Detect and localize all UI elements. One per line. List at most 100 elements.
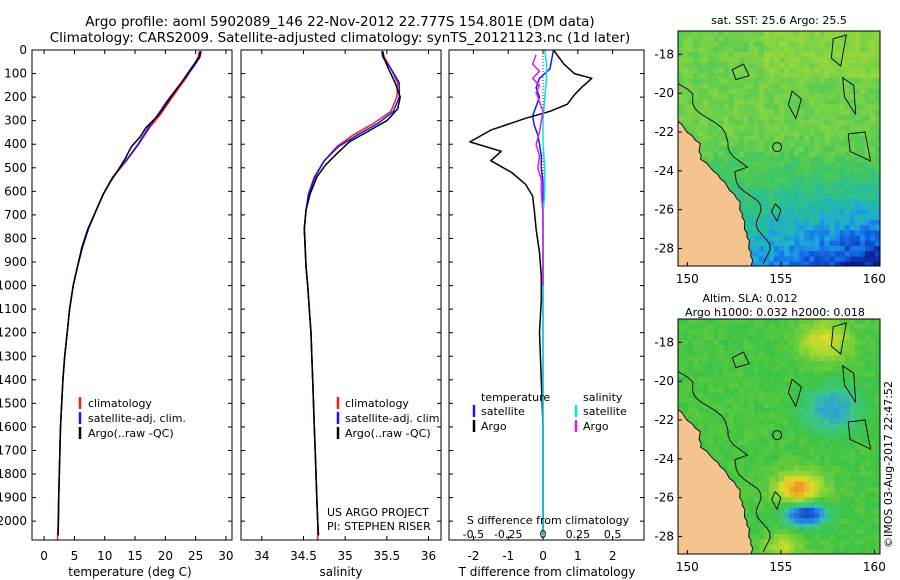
heatmap-cell	[763, 497, 770, 504]
heatmap-cell	[753, 340, 760, 346]
heatmap-cell	[809, 209, 815, 216]
heatmap-cell	[728, 162, 735, 168]
heatmap-cell	[768, 397, 775, 404]
heatmap-cell	[703, 73, 709, 79]
heatmap-cell	[789, 225, 795, 231]
heatmap-cell	[869, 513, 876, 519]
heatmap-cell	[834, 481, 841, 488]
heatmap-cell	[763, 146, 770, 153]
heatmap-cell	[839, 539, 846, 545]
heatmap-cell	[678, 408, 684, 414]
heatmap-cell	[819, 214, 825, 221]
heatmap-cell	[779, 460, 785, 467]
heatmap-cell	[774, 156, 780, 163]
heatmap-cell	[688, 418, 694, 425]
heatmap-cell	[839, 156, 846, 163]
heatmap-cell	[733, 109, 740, 116]
heatmap-cell	[758, 225, 765, 231]
heatmap-cell	[774, 513, 780, 519]
heatmap-cell	[784, 492, 790, 498]
heatmap-cell	[758, 534, 765, 540]
heatmap-cell	[678, 324, 684, 330]
heatmap-cell	[799, 334, 805, 341]
heatmap-cell	[758, 471, 765, 477]
heatmap-cell	[869, 261, 876, 266]
heatmap-cell	[804, 120, 810, 126]
heatmap-cell	[753, 188, 760, 195]
heatmap-cell	[713, 402, 719, 409]
heatmap-cell	[688, 73, 694, 79]
heatmap-cell	[728, 41, 735, 48]
heatmap-cell	[718, 329, 724, 336]
heatmap-cell	[834, 104, 841, 111]
series-line-argo-raw-qc-	[303, 51, 401, 536]
y-tick-label: 1300	[0, 349, 27, 363]
heatmap-cell	[683, 381, 689, 388]
series-line-t-argo	[469, 50, 593, 536]
heatmap-cell	[738, 434, 745, 441]
heatmap-cell	[799, 31, 805, 37]
heatmap-cell	[703, 93, 709, 100]
heatmap-cell	[869, 549, 876, 554]
heatmap-cell	[799, 141, 805, 147]
heatmap-cell	[875, 408, 880, 414]
heatmap-cell	[829, 513, 836, 519]
heatmap-cell	[748, 408, 755, 414]
heatmap-cell	[794, 408, 800, 414]
heatmap-cell	[799, 345, 805, 351]
heatmap-cell	[683, 324, 689, 330]
heatmap-cell	[733, 471, 740, 477]
heatmap-cell	[708, 57, 714, 63]
heatmap-cell	[784, 418, 790, 425]
heatmap-cell	[809, 78, 815, 84]
heatmap-cell	[723, 93, 730, 100]
heatmap-cell	[758, 83, 765, 90]
lat-tick-label: -24	[654, 452, 674, 466]
heatmap-cell	[814, 528, 820, 535]
heatmap-cell	[854, 507, 861, 514]
heatmap-cell	[819, 329, 825, 336]
heatmap-cell	[804, 125, 810, 132]
heatmap-cell	[779, 513, 785, 519]
heatmap-cell	[825, 267, 831, 273]
heatmap-cell	[834, 88, 841, 95]
heatmap-cell	[768, 340, 775, 346]
heatmap-cell	[693, 36, 699, 42]
heatmap-cell	[794, 319, 800, 325]
heatmap-cell	[824, 146, 831, 153]
heatmap-cell	[829, 371, 836, 378]
heatmap-cell	[834, 528, 841, 535]
heatmap-cell	[774, 523, 780, 530]
heatmap-cell	[733, 340, 740, 346]
heatmap-cell	[678, 361, 684, 367]
heatmap-cell	[799, 214, 805, 221]
heatmap-cell	[779, 41, 785, 48]
heatmap-cell	[809, 162, 815, 168]
heatmap-cell	[854, 41, 861, 48]
heatmap-cell	[779, 324, 785, 330]
heatmap-cell	[728, 120, 735, 126]
heatmap-cell	[768, 502, 775, 509]
heatmap-cell	[875, 471, 880, 477]
heatmap-cell	[799, 465, 805, 472]
heatmap-cell	[784, 167, 790, 174]
heatmap-cell	[814, 544, 820, 551]
heatmap-cell	[763, 319, 770, 325]
heatmap-cell	[809, 204, 815, 210]
heatmap-cell	[794, 162, 800, 168]
heatmap-cell	[814, 109, 820, 116]
heatmap-cell	[875, 345, 880, 351]
heatmap-cell	[743, 183, 750, 189]
heatmap-cell	[698, 324, 704, 330]
heatmap-cell	[854, 497, 861, 504]
heatmap-cell	[864, 62, 871, 69]
heatmap-cell	[825, 555, 831, 561]
heatmap-cell	[763, 235, 770, 242]
heatmap-cell	[839, 240, 846, 247]
heatmap-cell	[794, 151, 800, 158]
x-tick-label: 20	[158, 549, 173, 563]
heatmap-cell	[819, 518, 825, 525]
heatmap-cell	[683, 62, 689, 69]
heatmap-cell	[774, 528, 780, 535]
heatmap-cell	[819, 471, 825, 477]
